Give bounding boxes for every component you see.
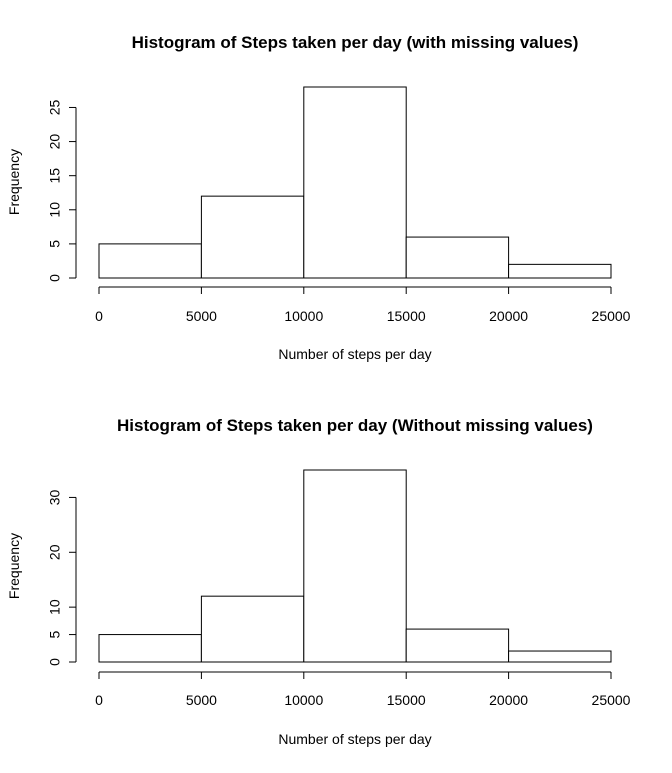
histogram-bar: [508, 263, 612, 279]
x-tick-label: 10000: [284, 692, 323, 708]
chart-title: Histogram of Steps taken per day (Withou…: [117, 416, 593, 435]
y-tick-label: 5: [47, 630, 63, 638]
histogram-bar: [303, 86, 407, 279]
x-tick-label: 25000: [592, 308, 631, 324]
x-axis-label: Number of steps per day: [278, 731, 431, 747]
x-axis-label: Number of steps per day: [278, 346, 431, 362]
histogram-panel-with-missing: Histogram of Steps taken per day (with m…: [6, 33, 631, 362]
y-axis-label: Frequency: [6, 533, 22, 599]
x-tick-label: 25000: [592, 692, 631, 708]
histogram-bar: [508, 650, 612, 663]
histogram-panel-without-missing: Histogram of Steps taken per day (Withou…: [6, 416, 631, 747]
histogram-bar: [98, 634, 202, 663]
y-tick-label: 0: [47, 274, 63, 282]
x-tick-label: 10000: [284, 308, 323, 324]
chart-title: Histogram of Steps taken per day (with m…: [132, 33, 579, 52]
x-tick-label: 20000: [489, 692, 528, 708]
x-tick-label: 0: [95, 692, 103, 708]
x-tick-label: 15000: [387, 308, 426, 324]
histogram-bar: [303, 469, 407, 663]
y-tick-label: 10: [47, 599, 63, 615]
y-tick-label: 15: [47, 168, 63, 184]
y-tick-label: 0: [47, 658, 63, 666]
x-tick-label: 5000: [186, 308, 217, 324]
x-tick-label: 5000: [186, 692, 217, 708]
y-axis-label: Frequency: [6, 149, 22, 215]
histogram-bar: [98, 243, 202, 279]
histogram-bar: [200, 595, 305, 663]
histogram-bar: [405, 628, 510, 663]
y-tick-label: 5: [47, 240, 63, 248]
y-tick-label: 25: [47, 99, 63, 115]
y-tick-label: 30: [47, 489, 63, 505]
x-tick-label: 20000: [489, 308, 528, 324]
y-tick-label: 10: [47, 202, 63, 218]
histogram-bar: [405, 236, 510, 279]
y-tick-label: 20: [47, 134, 63, 150]
histogram-bar: [200, 195, 305, 279]
y-tick-label: 20: [47, 544, 63, 560]
x-tick-label: 15000: [387, 692, 426, 708]
x-tick-label: 0: [95, 308, 103, 324]
